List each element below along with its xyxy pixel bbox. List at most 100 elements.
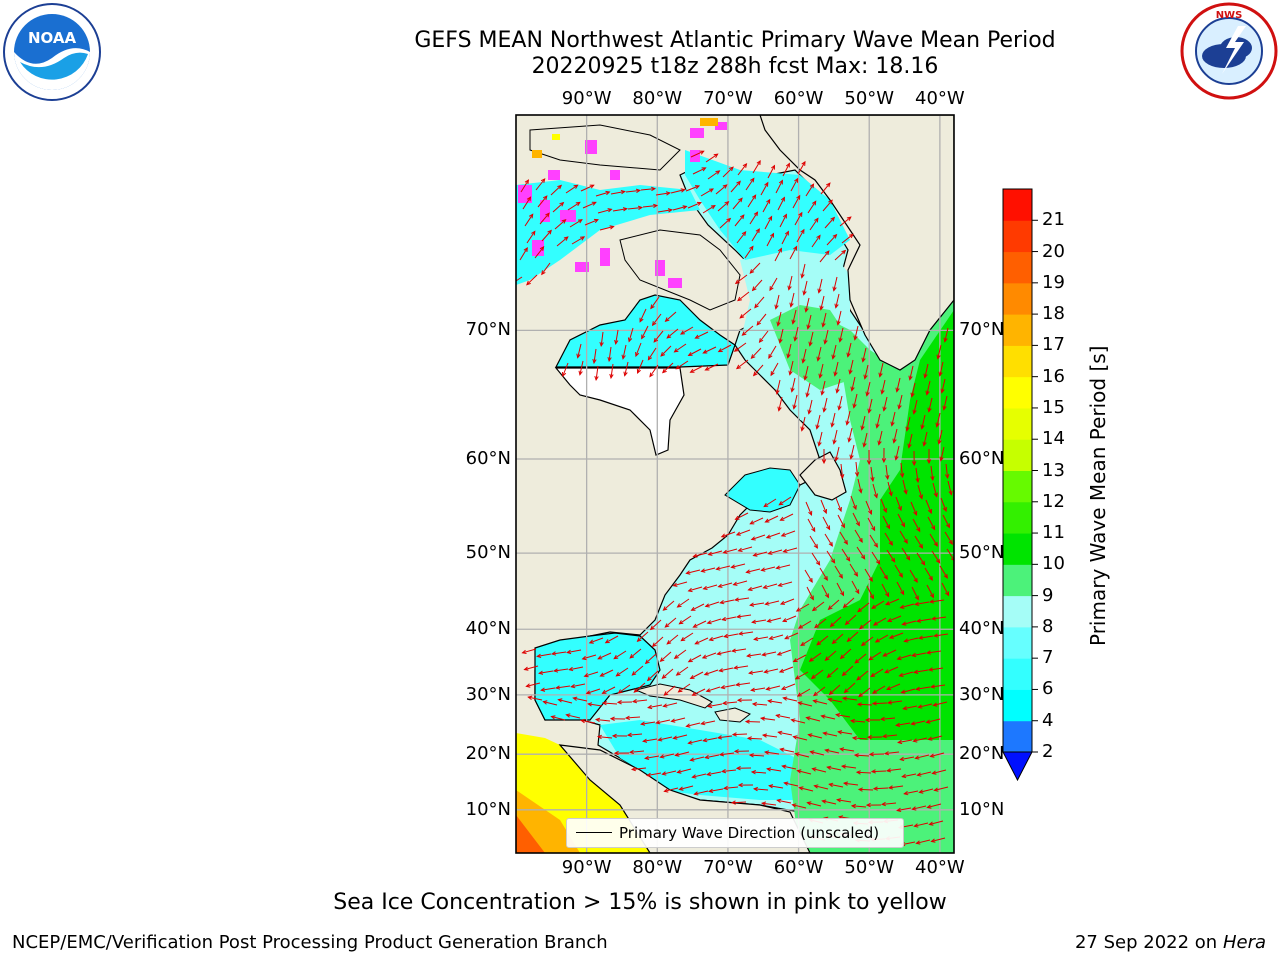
wave-arrow-shaft <box>787 343 792 358</box>
wave-arrow-head <box>780 196 785 202</box>
wave-arrow-head <box>902 706 908 711</box>
wave-arrow-head <box>860 425 865 431</box>
colorbar-segment <box>1003 376 1032 409</box>
wave-arrow-head <box>707 551 713 556</box>
wave-arrow-shaft <box>926 380 931 395</box>
wave-arrow-shaft <box>878 430 883 445</box>
colorbar-tick-label: 11 <box>1042 522 1065 544</box>
wave-arrow-shaft <box>675 751 690 756</box>
wave-arrow-head <box>802 290 807 296</box>
wave-arrow-shaft <box>797 161 806 175</box>
wave-arrow-shaft <box>851 805 867 808</box>
wave-arrow-head <box>912 738 918 743</box>
wave-arrow-shaft <box>719 667 734 672</box>
wave-arrow-shaft <box>849 359 854 374</box>
wave-arrow-head <box>821 322 826 328</box>
wave-arrow-shaft <box>902 620 917 625</box>
wave-arrow-shaft <box>887 615 902 622</box>
wave-arrow-head <box>821 799 827 804</box>
wave-arrow-head <box>915 477 920 484</box>
wave-arrow-shaft <box>792 309 797 324</box>
wave-arrow-shaft <box>652 313 662 326</box>
wave-arrow-head <box>807 733 813 738</box>
wave-arrow-shaft <box>917 771 932 776</box>
wave-arrow-shaft <box>764 668 779 673</box>
wave-arrow-shaft <box>665 311 677 322</box>
wave-arrow-head <box>898 672 904 677</box>
wave-arrow-shaft <box>519 247 528 261</box>
wave-arrow-shaft <box>926 718 941 723</box>
wave-arrow-shaft <box>871 551 881 565</box>
wave-arrow-shaft <box>737 163 747 176</box>
wave-arrow-shaft <box>798 620 812 629</box>
wave-arrow-head <box>836 798 842 803</box>
wave-arrow-head <box>837 730 843 735</box>
wave-arrow-head <box>664 317 670 322</box>
wave-arrow-head <box>877 440 882 446</box>
wave-arrow-head <box>755 228 760 234</box>
wave-arrow-shaft <box>720 599 735 604</box>
wave-arrow-head <box>916 527 921 533</box>
graticule <box>516 115 954 853</box>
colorbar-segment <box>1003 658 1032 690</box>
wave-arrow-head <box>929 753 935 758</box>
wave-arrow-head <box>732 581 738 586</box>
wave-arrow-shaft <box>709 788 724 792</box>
wave-arrow-head <box>838 337 843 343</box>
wave-arrow-shaft <box>783 547 798 553</box>
wave-arrow-head <box>613 750 619 756</box>
wave-arrow-shaft <box>936 412 941 427</box>
wave-arrow-shaft <box>805 501 812 516</box>
wave-arrow-head <box>834 456 839 462</box>
wave-arrow-shaft <box>656 719 671 724</box>
wave-arrow-shaft <box>941 582 949 596</box>
wave-arrow-head <box>540 178 546 184</box>
wave-arrow-head <box>935 422 940 428</box>
wave-arrow-head <box>827 605 833 611</box>
wave-arrow-head <box>729 166 734 172</box>
wave-arrow-shaft <box>662 770 677 775</box>
wave-arrow-shaft <box>795 671 809 680</box>
wave-arrow-head <box>609 373 614 380</box>
wave-arrow-shaft <box>663 702 678 707</box>
wave-arrow-shaft <box>838 731 853 735</box>
wave-arrow-head <box>631 698 638 704</box>
wave-arrow-head <box>793 336 798 342</box>
wave-arrow-shaft <box>593 348 597 363</box>
wave-arrow-head <box>754 303 759 309</box>
wave-arrow-head <box>723 633 729 639</box>
wave-arrow-head <box>718 668 724 673</box>
wave-arrow-head <box>523 247 528 253</box>
wave-arrow-head <box>886 524 891 530</box>
wave-arrow-head <box>831 639 837 645</box>
wave-arrow-shaft <box>749 211 758 225</box>
wave-arrow-shaft <box>792 195 801 209</box>
wave-arrow-head <box>872 621 878 626</box>
wave-arrow-head <box>808 510 813 516</box>
wave-arrow-head <box>721 616 727 622</box>
wave-arrow-shaft <box>722 616 737 621</box>
wave-arrow-head <box>786 353 791 359</box>
wave-arrow-shaft <box>768 345 777 359</box>
wave-arrow-shaft <box>677 768 692 773</box>
wave-arrow-shaft <box>814 785 829 790</box>
wave-arrow-shaft <box>912 518 921 532</box>
wave-arrow-shaft <box>664 617 677 628</box>
wave-arrow-head <box>667 208 673 213</box>
wave-arrow-head <box>883 574 888 580</box>
lat-tick-label: 40°N <box>465 618 511 640</box>
wave-arrow-head <box>944 473 950 480</box>
wave-arrow-head <box>666 640 672 645</box>
wave-arrow-head <box>840 523 845 529</box>
wave-arrow-shaft <box>745 178 755 191</box>
wave-arrow-shaft <box>916 686 931 690</box>
wave-arrow-shaft <box>854 529 863 543</box>
lon-tick-label: 40°W <box>915 857 965 878</box>
wave-arrow-head <box>661 771 667 776</box>
wave-arrow-shaft <box>753 364 764 376</box>
wave-arrow-head <box>722 549 728 554</box>
wave-arrow-head <box>790 718 796 723</box>
wave-arrow-head <box>778 338 783 344</box>
wave-arrow-shaft <box>821 380 826 395</box>
